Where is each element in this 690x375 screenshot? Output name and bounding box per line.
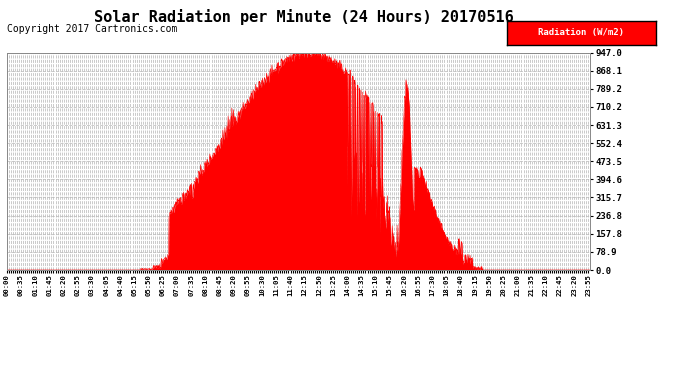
- Text: Solar Radiation per Minute (24 Hours) 20170516: Solar Radiation per Minute (24 Hours) 20…: [94, 9, 513, 26]
- Text: Copyright 2017 Cartronics.com: Copyright 2017 Cartronics.com: [7, 24, 177, 34]
- Text: Radiation (W/m2): Radiation (W/m2): [538, 28, 624, 38]
